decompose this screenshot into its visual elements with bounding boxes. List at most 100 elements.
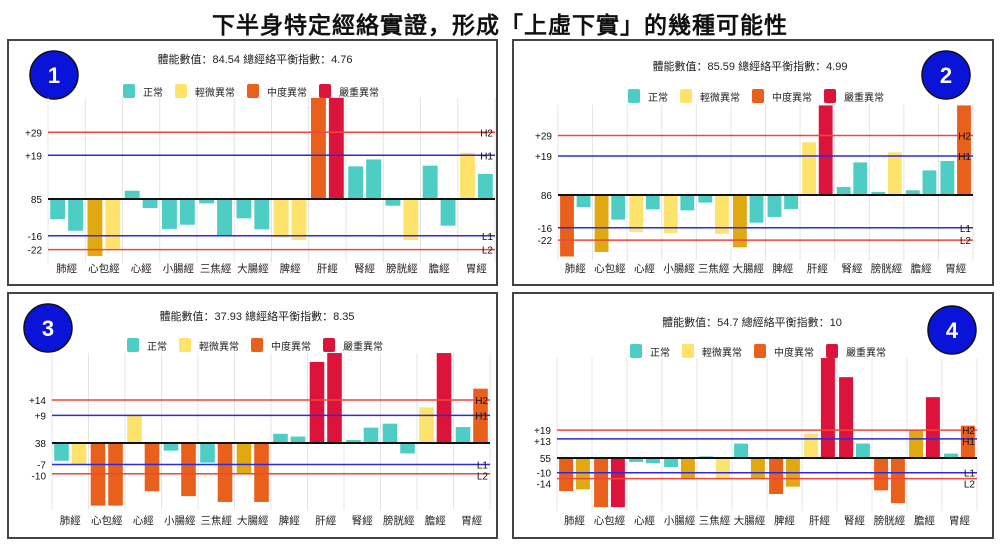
bar-腎經-left — [839, 377, 854, 458]
legend-label-normal: 正常 — [650, 346, 670, 359]
baseline-label: 38 — [35, 439, 47, 450]
x-tick-label: 胃經 — [945, 262, 966, 275]
bar-心經-left — [629, 458, 644, 462]
bar-三焦經-right — [217, 199, 233, 236]
bar-腎經-left — [348, 166, 364, 199]
bar-胃經-left — [455, 427, 471, 443]
x-tick-label: 心經 — [634, 514, 655, 527]
bar-腎經-right — [363, 427, 379, 443]
bar-心經-left — [124, 190, 140, 199]
legend-swatch-severe — [826, 344, 838, 358]
ref-line-tag: H1 — [962, 437, 975, 448]
bar-肝經-right — [327, 353, 342, 443]
x-tick-label: 大腸經 — [237, 514, 269, 527]
legend-swatch-moderate — [251, 338, 263, 352]
bar-三焦經-left — [199, 199, 215, 204]
bar-膽經-left — [422, 165, 438, 199]
page-title: 下半身特定經絡實證，形成「上虛下實」的幾種可能性 — [212, 13, 788, 39]
badge-number: 4 — [946, 318, 959, 343]
bar-膽經-right — [440, 199, 456, 226]
ref-line-tag: L2 — [964, 480, 976, 491]
badge-circle — [23, 303, 73, 353]
bar-脾經-left — [273, 433, 288, 443]
chart-info: 體能數值：85.59 總經絡平衡指數：4.99 — [653, 59, 848, 73]
legend-swatch-moderate — [752, 89, 764, 103]
legend-swatch-normal — [628, 89, 640, 103]
ref-line-tag: H1 — [480, 151, 493, 162]
bar-胃經-right — [477, 173, 493, 199]
x-tick-label: 腎經 — [354, 262, 375, 275]
y-tick-label: +13 — [534, 437, 551, 448]
x-tick-label: 肺經 — [564, 514, 585, 527]
bar-肺經-right — [575, 458, 590, 490]
bar-膽經-right — [436, 353, 452, 443]
x-tick-label: 三焦經 — [699, 514, 731, 527]
bar-肝經-left — [802, 142, 816, 195]
bar-脾經-left — [273, 199, 289, 238]
legend-label-normal: 正常 — [648, 91, 668, 104]
bar-肝經-left — [309, 361, 325, 443]
legend-label-severe: 嚴重異常 — [339, 86, 379, 99]
y-tick-label: -16 — [538, 224, 553, 235]
x-tick-label: 心包經 — [594, 262, 626, 275]
x-tick-label: 胃經 — [466, 262, 487, 275]
bar-腎經-right — [366, 159, 382, 199]
x-tick-label: 腎經 — [841, 262, 862, 275]
baseline-label: 86 — [541, 191, 553, 202]
bar-心經-left — [127, 415, 142, 443]
legend-label-moderate: 中度異常 — [774, 346, 814, 359]
y-tick-label: -22 — [538, 236, 553, 247]
legend-swatch-normal — [123, 84, 135, 98]
x-tick-label: 脾經 — [774, 514, 795, 527]
bar-小腸經-left — [161, 199, 177, 229]
y-tick-label: -14 — [537, 480, 552, 491]
bar-三焦經-left — [200, 443, 215, 463]
bar-三焦經-right — [715, 458, 730, 480]
bar-肺經-left — [560, 195, 574, 257]
bar-心包經-right — [105, 199, 121, 249]
x-tick-label: 心經 — [133, 514, 154, 527]
x-tick-label: 膽經 — [914, 514, 935, 527]
bar-小腸經-left — [663, 195, 678, 233]
bar-肺經-left — [50, 199, 66, 220]
chart-info: 體能數值：54.7 總經絡平衡指數：10 — [662, 315, 842, 329]
legend-label-normal: 正常 — [147, 340, 167, 353]
x-tick-label: 膀胱經 — [874, 514, 906, 527]
bar-心包經-left — [594, 458, 609, 508]
ref-line-tag: L2 — [960, 236, 972, 247]
x-tick-label: 肺經 — [60, 514, 81, 527]
y-tick-label: -16 — [28, 232, 43, 243]
bar-小腸經-right — [181, 443, 196, 497]
panel-border — [512, 39, 994, 286]
legend-swatch-moderate — [754, 344, 766, 358]
y-tick-label: -22 — [28, 246, 43, 257]
bar-心包經-left — [87, 199, 103, 257]
bar-心包經-left — [594, 195, 609, 252]
bar-脾經-right — [291, 199, 307, 240]
legend-swatch-mild — [682, 344, 694, 358]
legend-swatch-mild — [175, 84, 187, 98]
x-tick-label: 膀胱經 — [871, 262, 903, 275]
x-tick-label: 小腸經 — [164, 514, 196, 527]
y-tick-label: -10 — [537, 469, 552, 480]
bar-三焦經-right — [217, 443, 233, 502]
bar-小腸經-left — [163, 443, 179, 451]
bar-心包經-right — [611, 195, 626, 220]
bar-三焦經-left — [698, 195, 713, 203]
x-tick-label: 肝經 — [807, 262, 828, 275]
y-tick-label: -7 — [37, 460, 46, 471]
legend-label-severe: 嚴重異常 — [343, 340, 383, 353]
badge-circle — [927, 305, 977, 355]
bar-心經-left — [629, 195, 644, 232]
legend-swatch-mild — [680, 89, 692, 103]
bar-胃經-right — [960, 425, 975, 458]
panel-border — [7, 39, 498, 286]
x-tick-label: 膽經 — [425, 514, 446, 527]
bar-大腸經-right — [254, 199, 270, 230]
chart-info: 體能數值：84.54 總經絡平衡指數：4.76 — [158, 52, 353, 66]
bar-腎經-right — [855, 443, 870, 458]
bar-心包經-right — [610, 458, 625, 508]
bar-膀胱經-right — [400, 443, 415, 454]
